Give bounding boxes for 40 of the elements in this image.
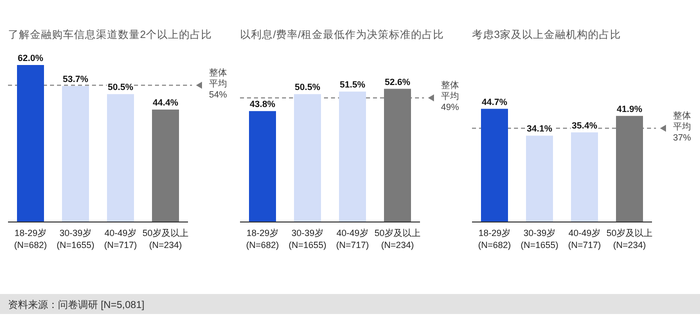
- x-tick-label: 40-49岁 (N=717): [336, 228, 369, 250]
- x-tick-label: 30-39岁 (N=1655): [520, 228, 558, 250]
- bar: [481, 108, 508, 222]
- x-tick-label: 18-29岁 (N=682): [478, 228, 511, 250]
- data-label: 35.4%: [572, 120, 598, 130]
- data-label: 50.5%: [108, 82, 134, 92]
- x-tick-label: 30-39岁 (N=1655): [56, 228, 94, 250]
- ref-line-label: 整体平均49%: [440, 80, 460, 112]
- bar: [294, 94, 321, 222]
- x-tick-label: 18-29岁 (N=682): [14, 228, 47, 250]
- data-label: 41.9%: [616, 104, 642, 114]
- bar: [249, 111, 276, 222]
- data-label: 52.6%: [384, 76, 410, 87]
- x-tick-label: 18-29岁 (N=682): [246, 228, 279, 250]
- x-tick-label: 30-39岁 (N=1655): [288, 228, 326, 250]
- bar: [526, 136, 553, 222]
- ref-line-label: 整体平均37%: [672, 110, 692, 142]
- data-label: 43.8%: [250, 99, 276, 110]
- x-tick-label: 40-49岁 (N=717): [104, 228, 137, 250]
- x-tick-label: 50岁及以上 (N=234): [606, 228, 653, 250]
- data-label: 50.5%: [294, 82, 320, 92]
- data-label: 62.0%: [18, 53, 44, 63]
- data-label: 51.5%: [340, 80, 366, 90]
- bar: [571, 132, 598, 222]
- data-label: 53.7%: [62, 74, 88, 84]
- data-label: 44.7%: [482, 96, 508, 107]
- bar: [107, 94, 134, 222]
- bar: [339, 92, 366, 222]
- bar: [62, 86, 89, 222]
- x-tick-label: 50岁及以上 (N=234): [142, 228, 189, 250]
- x-tick-label: 50岁及以上 (N=234): [374, 228, 421, 250]
- text: 资料来源：问卷调研 [N=5,081]: [8, 299, 145, 311]
- x-tick-label: 40-49岁 (N=717): [568, 228, 601, 250]
- ref-line-label: 整体平均54%: [208, 67, 228, 100]
- chart-title: 了解金融购车信息渠道数量2个以上的占比: [8, 28, 212, 41]
- bar: [152, 110, 179, 222]
- bar: [17, 65, 44, 222]
- data-label: 44.4%: [152, 98, 178, 108]
- chart-title: 以利息/费率/租金最低作为决策标准的占比: [240, 28, 444, 41]
- chart-title: 考虑3家及以上金融机构的占比: [472, 28, 621, 41]
